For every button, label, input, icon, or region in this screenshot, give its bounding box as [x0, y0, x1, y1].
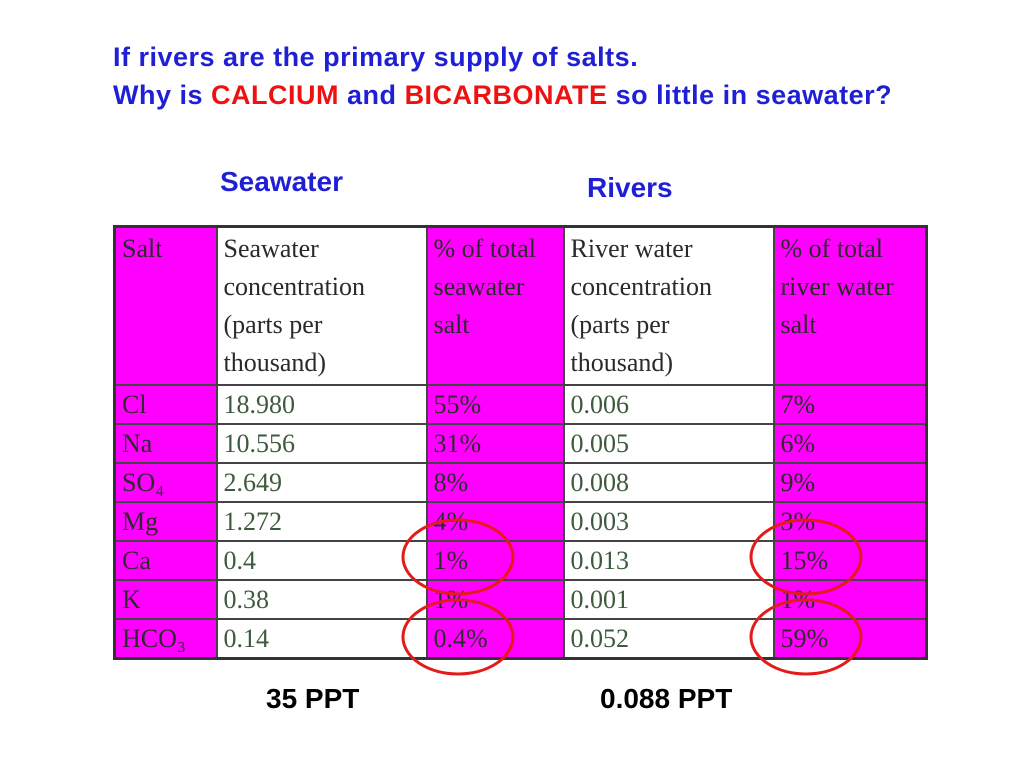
cell: Ca [113, 540, 218, 581]
cell: HCO₃ [113, 618, 218, 660]
cell: K [113, 579, 218, 620]
column-label: Rivers [587, 172, 673, 203]
header-cell: River water concentration (parts per tho… [562, 225, 775, 386]
cell: 2.649 [215, 462, 428, 503]
data-row: SO₄ 2.649 8% 0.008 9% [113, 462, 928, 503]
highlight: BICARBONATE [404, 80, 608, 110]
cell: 15% [772, 540, 928, 581]
question-line: Why is CALCIUM and BICARBONATE so little… [113, 76, 913, 114]
cell: 0.001 [562, 579, 775, 620]
cell: 9% [772, 462, 928, 503]
data-row: Ca 0.4 1% 0.013 15% [113, 540, 928, 581]
cell: 18.980 [215, 384, 428, 425]
text: so little in seawater? [615, 80, 893, 110]
cell: 0.003 [562, 501, 775, 542]
cell: 0.14 [215, 618, 428, 660]
total: 35 PPT [266, 683, 360, 714]
data-row: Mg 1.272 4% 0.003 3% [113, 501, 928, 542]
header-cell: Seawater concentration (parts per thousa… [215, 225, 428, 386]
cell: 10.556 [215, 423, 428, 464]
data-row: Na 10.556 31% 0.005 6% [113, 423, 928, 464]
total: 0.088 PPT [600, 683, 733, 714]
data-row: K 0.38 1% 0.001 1% [113, 579, 928, 620]
cell: 1% [772, 579, 928, 620]
cell: 1% [425, 579, 565, 620]
text: and [347, 80, 397, 110]
header-row: Salt Seawater concentration (parts per th… [113, 225, 928, 386]
cell: 0.008 [562, 462, 775, 503]
data-row: HCO₃ 0.14 0.4% 0.052 59% [113, 618, 928, 660]
cell: 7% [772, 384, 928, 425]
question: If rivers are the primary supply of salt… [113, 38, 913, 114]
cell: 8% [425, 462, 565, 503]
cell: Na [113, 423, 218, 464]
cell: 0.013 [562, 540, 775, 581]
cell: 1.272 [215, 501, 428, 542]
text: Why is [113, 80, 204, 110]
highlight: CALCIUM [211, 80, 340, 110]
cell: 4% [425, 501, 565, 542]
cell: 31% [425, 423, 565, 464]
cell: 0.38 [215, 579, 428, 620]
cell: 0.4% [425, 618, 565, 660]
table-body: Salt Seawater concentration (parts per th… [113, 225, 928, 660]
cell: 3% [772, 501, 928, 542]
cell: 0.006 [562, 384, 775, 425]
column-label: Seawater [220, 166, 343, 197]
cell: 6% [772, 423, 928, 464]
header-cell: Salt [113, 225, 218, 386]
cell: 0.4 [215, 540, 428, 581]
salt-table: Salt Seawater concentration (parts per th… [113, 225, 928, 660]
data-row: Cl 18.980 55% 0.006 7% [113, 384, 928, 425]
header-cell: % of total river water salt [772, 225, 928, 386]
cell: Mg [113, 501, 218, 542]
cell: Cl [113, 384, 218, 425]
cell: 0.052 [562, 618, 775, 660]
cell: 59% [772, 618, 928, 660]
cell: 0.005 [562, 423, 775, 464]
cell: 55% [425, 384, 565, 425]
header-cell: % of total seawater salt [425, 225, 565, 386]
question-line: If rivers are the primary supply of salt… [113, 42, 639, 72]
cell: SO₄ [113, 462, 218, 503]
cell: 1% [425, 540, 565, 581]
